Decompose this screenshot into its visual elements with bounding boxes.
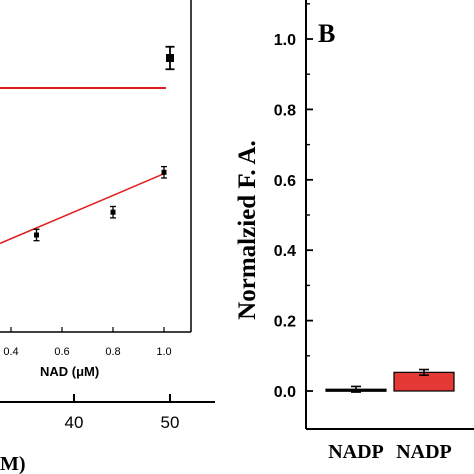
panel-a-x-tick-label: 40 — [65, 413, 84, 432]
inset-data — [0, 165, 167, 245]
inset-x-ticks: 0.4 0.6 0.8 1.0 — [3, 327, 172, 358]
panel-a: 40 50 M) 0.4 0.6 0.8 1.0 NAD (μM) — [0, 0, 215, 474]
inset-x-tick-label: 1.0 — [156, 346, 171, 358]
inset-fit-line — [0, 173, 165, 245]
panel-b-y-tick-label: 0.8 — [274, 102, 296, 119]
inset-x-tick-label: 0.6 — [54, 346, 69, 358]
inset-x-label: NAD (μM) — [40, 364, 99, 379]
panel-b-y-tick-label: 0.6 — [274, 173, 296, 190]
panel-b-categories: NADP NADP — [328, 441, 452, 463]
inset-point — [34, 232, 39, 238]
panel-b-category-label: NADP — [396, 441, 452, 463]
inset-x-tick-label: 0.4 — [3, 346, 18, 358]
panel-b-y-tick-label: 0.0 — [274, 384, 296, 401]
panel-b-bars — [325, 368, 455, 393]
panel-a-data — [0, 45, 175, 89]
panel-b-y-ticks: 0.0 0.2 0.4 0.6 0.8 1.0 — [274, 3, 313, 401]
panel-b-label: B — [318, 19, 335, 48]
panel-a-x-tick-label: 50 — [161, 413, 180, 432]
panel-a-point — [166, 54, 174, 62]
panel-a-inset: 0.4 0.6 0.8 1.0 NAD (μM) — [0, 0, 192, 379]
panel-b-y-tick-label: 0.2 — [274, 314, 296, 331]
panel-a-x-label-tail: M) — [0, 453, 26, 474]
panel-a-x-ticks: 40 50 — [65, 394, 180, 432]
panel-b-y-tick-label: 1.0 — [274, 32, 296, 49]
inset-x-tick-label: 0.8 — [105, 346, 120, 358]
inset-point — [110, 209, 116, 215]
panel-b-y-tick-label: 0.4 — [274, 243, 296, 260]
panel-b-category-label: NADP — [328, 441, 384, 463]
panel-b-y-label: Normalzied F. A. — [234, 140, 261, 320]
panel-b: 0.0 0.2 0.4 0.6 0.8 1.0 NADP NADP B Normalzied… — [234, 0, 474, 463]
inset-point — [161, 169, 167, 175]
